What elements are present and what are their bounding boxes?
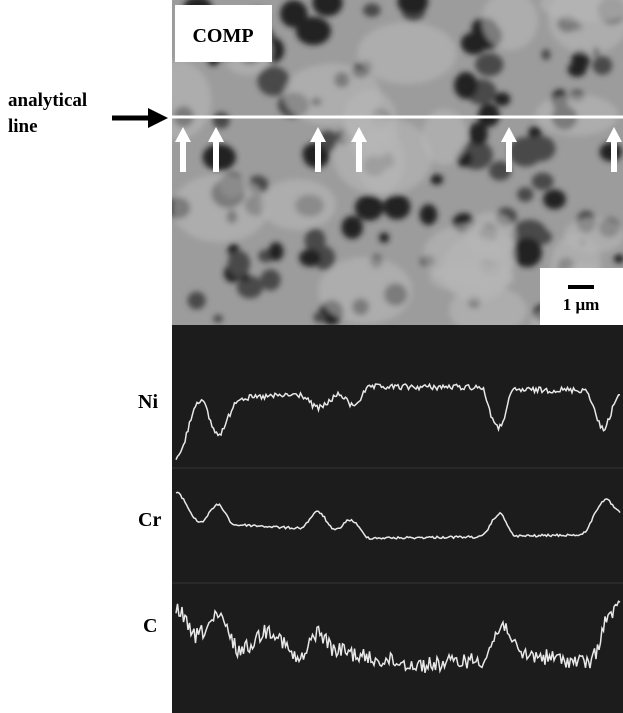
precipitate xyxy=(542,49,551,60)
figure: COMP analytical line 1 μm Ni Cr C xyxy=(0,0,623,713)
precipitate xyxy=(431,174,444,185)
precipitate xyxy=(203,144,236,171)
precipitate xyxy=(461,32,488,54)
panel-label: COMP xyxy=(192,25,253,47)
precipitate xyxy=(213,112,230,128)
precipitate xyxy=(302,143,326,163)
precipitate xyxy=(568,62,587,77)
precipitate xyxy=(313,312,325,323)
precipitate xyxy=(475,53,503,76)
page: COMP analytical line 1 μm Ni Cr C (() =>… xyxy=(0,0,623,713)
line-label: line xyxy=(8,116,38,137)
precipitate xyxy=(188,292,206,310)
precipitate xyxy=(454,72,478,99)
precipitate xyxy=(228,251,251,277)
trace-label: Ni xyxy=(138,391,158,413)
trace-panel xyxy=(172,325,623,713)
precipitate xyxy=(280,0,308,27)
precipitate xyxy=(341,216,363,239)
precipitate xyxy=(513,238,542,268)
light-region xyxy=(260,179,336,230)
precipitate xyxy=(543,189,566,209)
precipitate xyxy=(213,315,223,323)
precipitate xyxy=(469,122,488,146)
precipitate xyxy=(494,92,510,106)
precipitate xyxy=(260,269,280,290)
light-region xyxy=(465,212,517,259)
precipitate xyxy=(517,187,533,202)
scale-label: 1 μm xyxy=(563,295,600,314)
precipitate xyxy=(600,142,622,161)
precipitate xyxy=(299,249,321,267)
precipitate xyxy=(526,136,556,162)
line-label: analytical xyxy=(8,90,87,111)
precipitate xyxy=(363,3,381,17)
precipitate xyxy=(592,56,612,75)
precipitate xyxy=(355,195,384,221)
precipitate xyxy=(383,194,410,219)
light-region xyxy=(358,22,457,84)
light-region xyxy=(535,94,617,135)
precipitate xyxy=(420,204,438,225)
trace-label: C xyxy=(143,615,157,637)
precipitate xyxy=(379,232,389,242)
trace-label: Cr xyxy=(138,509,161,531)
light-region xyxy=(318,257,412,324)
precipitate xyxy=(269,242,284,261)
precipitate xyxy=(532,173,554,190)
light-region xyxy=(172,174,268,242)
